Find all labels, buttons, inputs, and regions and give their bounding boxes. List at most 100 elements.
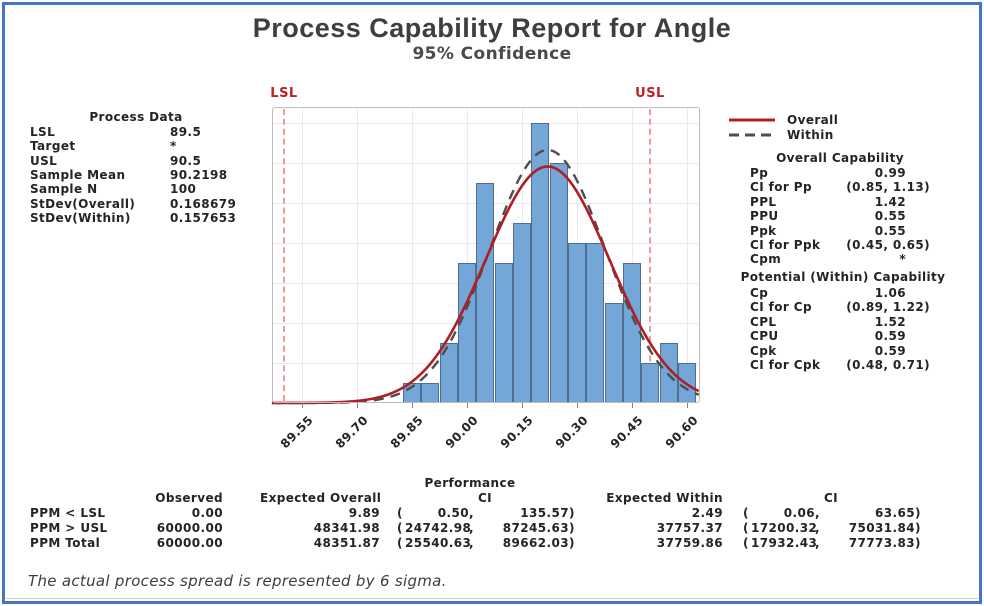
stat-value: 1.06 (874, 286, 906, 300)
x-axis-tick (412, 403, 413, 408)
ci-part: 0.06 (783, 506, 815, 520)
report-subtitle: 95% Confidence (412, 44, 572, 64)
x-axis-tick-label: 90.60 (662, 413, 701, 452)
performance-col-expected-within: Expected Within (606, 491, 723, 505)
performance-row: PPM < LSL 0.00 9.89 (0.50, 135.57) 2.49 (0.06,… (0, 506, 984, 521)
legend-row-within: Within (729, 127, 838, 142)
performance-col-ci-overall: CI (477, 491, 493, 505)
ci-part: 89662.03 (502, 536, 569, 550)
stat-value: 0.157653 (170, 210, 237, 225)
overall-capability-row: PPL 1.42 (0, 195, 984, 209)
ci-part: 0.50 (437, 506, 469, 520)
process-data-row: StDev(Within) 0.157653 (30, 211, 270, 225)
stat-value: 90.2198 (170, 167, 228, 182)
ci-part: ( (743, 521, 749, 535)
stat-label: PPL (750, 194, 777, 209)
ci-part: 77773.83 (848, 536, 915, 550)
capability-plot (271, 107, 700, 405)
x-axis-tick-label: 89.55 (277, 413, 316, 452)
stat-label: StDev(Within) (30, 210, 131, 225)
stat-value: * (170, 139, 177, 154)
gridline-horizontal (273, 123, 699, 124)
stat-value: 0.99 (874, 166, 906, 180)
performance-col-expected-overall: Expected Overall (260, 491, 382, 505)
expected-within-value: 37759.86 (656, 536, 723, 550)
overall-capability-row: Ppk 0.55 (0, 224, 984, 238)
stat-label: Ppk (750, 223, 777, 238)
ci-part: 75031.84 (848, 521, 915, 535)
stat-value: 0.168679 (170, 196, 237, 211)
ci-part: , (469, 506, 474, 520)
overall-capability-row: CI for Pp (0.85, 1.13) (0, 180, 984, 194)
stat-value: 100 (170, 182, 197, 197)
bottom-hairline (6, 598, 978, 599)
stat-value: (0.48, 0.71) (846, 358, 930, 372)
within-capability-row: Cpk 0.59 (0, 344, 984, 358)
ci-value: (17200.32, 75031.84) (743, 521, 923, 535)
legend-overall-line (729, 118, 775, 121)
performance-row: PPM > USL 60000.00 48341.98 (24742.98, 87245… (0, 521, 984, 536)
process-data-row: Target * (30, 139, 270, 153)
row-label: PPM < LSL (30, 506, 106, 520)
x-axis-tick-label: 90.00 (442, 413, 481, 452)
stat-label: LSL (30, 125, 56, 139)
stat-label: Cp (750, 286, 769, 300)
stat-value: (0.89, 1.22) (846, 300, 930, 315)
stat-label: PPU (750, 209, 779, 224)
expected-overall-value: 9.89 (348, 506, 380, 520)
ci-part: ) (569, 536, 575, 550)
lsl-label: LSL (270, 86, 298, 101)
row-label: PPM Total (30, 536, 101, 550)
stat-value: (0.45, 0.65) (846, 238, 930, 252)
x-axis-tick-label: 89.85 (387, 413, 426, 452)
legend-within-line (729, 133, 775, 136)
x-axis-tick (467, 403, 468, 408)
stat-label: USL (30, 153, 58, 168)
x-axis-tick-label: 89.70 (332, 413, 371, 452)
usl-label: USL (635, 86, 665, 101)
stat-value: 1.52 (874, 314, 906, 329)
ci-part: , (815, 536, 820, 550)
stat-value: * (899, 252, 906, 267)
stat-value: 0.55 (874, 209, 906, 224)
ci-part: 135.57 (520, 506, 569, 520)
stat-value: 0.59 (874, 343, 906, 358)
stat-label: CI for Cp (750, 300, 813, 315)
stat-value: (0.85, 1.13) (846, 180, 930, 195)
expected-overall-value: 48351.87 (313, 536, 380, 550)
stat-label: Cpm (750, 252, 782, 267)
observed-value: 0.00 (191, 506, 223, 520)
legend-row-overall: Overall (729, 112, 838, 127)
ci-part: ( (397, 506, 403, 520)
legend-within-label: Within (787, 127, 834, 142)
ci-part: ( (397, 536, 403, 550)
stat-label: Sample N (30, 182, 98, 197)
overall-capability-row: Pp 0.99 (0, 166, 984, 180)
x-axis-tick (632, 403, 633, 408)
ci-part: ) (915, 536, 921, 550)
ci-part: , (469, 521, 474, 535)
ci-part: ( (743, 506, 749, 520)
stat-label: Cpk (750, 343, 777, 358)
ci-part: 25540.63 (405, 536, 472, 550)
ci-part: ) (915, 521, 921, 535)
stat-value: 89.5 (170, 125, 202, 139)
stat-label: CI for Ppk (750, 238, 821, 252)
ci-part: ( (397, 521, 403, 535)
x-axis-tick (302, 403, 303, 408)
stat-value: 90.5 (170, 153, 202, 168)
stat-value: 1.42 (874, 194, 906, 209)
ci-part: 17200.32 (751, 521, 818, 535)
expected-overall-value: 48341.98 (313, 521, 380, 535)
stat-label: CI for Pp (750, 180, 812, 195)
observed-value: 60000.00 (156, 536, 223, 550)
performance-col-ci-within: CI (823, 491, 839, 505)
ci-part: 63.65 (875, 506, 915, 520)
within-capability-row: Cp 1.06 (0, 286, 984, 300)
process-data-row: Sample N 100 (30, 182, 270, 196)
process-data-row: StDev(Overall) 0.168679 (30, 197, 270, 211)
observed-value: 60000.00 (156, 521, 223, 535)
stat-value: 0.55 (874, 223, 906, 238)
x-axis-tick (357, 403, 358, 408)
